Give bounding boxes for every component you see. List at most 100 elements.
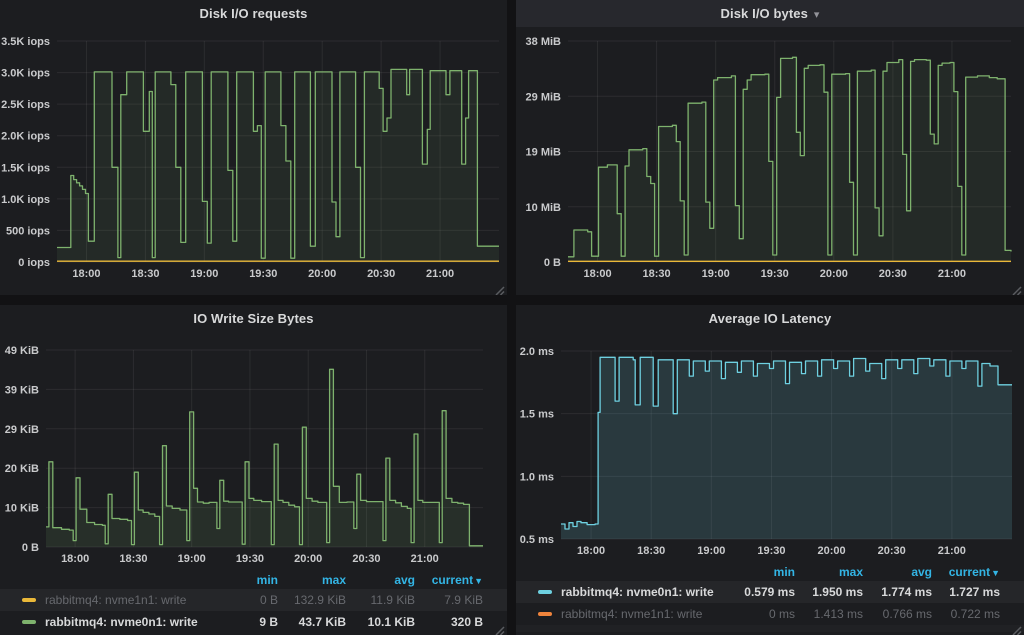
y-tick-label: 1.0 ms (520, 471, 554, 483)
legend-row[interactable]: rabbitmq4: nvme1n1: write 0 B 132.9 KiB 11.… (0, 589, 507, 611)
x-tick-label: 19:30 (236, 553, 264, 565)
time-series-chart[interactable]: 0 B 10 MiB 19 MiB 29 MiB 38 MiB 18:00 18:30 19:… (516, 0, 1024, 295)
resize-grip-line (499, 290, 505, 295)
resize-grip-icon (495, 286, 505, 295)
legend-series-name[interactable]: rabbitmq4: nvme1n1: write (561, 607, 703, 621)
y-tick-label: 0 iops (18, 257, 50, 269)
series-color-swatch[interactable] (538, 590, 552, 594)
legend-table: min max avg current▼ rabbitmq4: nvme1n1: wri… (0, 571, 507, 633)
legend-sort-min[interactable]: min (256, 573, 278, 587)
y-tick-label: 29 KiB (5, 424, 39, 436)
x-tick-label: 21:00 (426, 268, 454, 280)
x-tick-label: 19:30 (757, 545, 785, 557)
series-fill-nvme0n1-write (561, 357, 1012, 539)
panel-header[interactable]: Disk I/O requests (0, 0, 507, 27)
legend-series-name[interactable]: rabbitmq4: nvme0n1: write (45, 615, 198, 629)
y-tick-label: 0 B (22, 542, 39, 554)
series-line-nvme0n1-write (57, 68, 499, 259)
legend-series-name[interactable]: rabbitmq4: nvme1n1: write (45, 593, 187, 607)
legend-value-current: 320 B (450, 615, 483, 629)
panel-title[interactable]: Disk I/O bytes (720, 6, 808, 21)
panel-title[interactable]: Disk I/O requests (199, 6, 308, 21)
legend-series-name[interactable]: rabbitmq4: nvme0n1: write (561, 585, 714, 599)
time-series-chart[interactable]: 0 iops 500 iops 1.0K iops 1.5K iops 2.0K iop… (0, 0, 507, 295)
y-tick-label: 500 iops (6, 225, 50, 237)
chart-canvas: 0 iops 500 iops 1.0K iops 1.5K iops 2.0K iop… (1, 36, 499, 280)
panel-resize-handle[interactable] (495, 283, 505, 295)
sort-desc-icon: ▼ (991, 568, 1000, 578)
y-tick-label: 1.5 ms (520, 409, 554, 421)
y-tick-label: 2.0K iops (1, 131, 50, 143)
legend-sort-current[interactable]: current▼ (948, 565, 1000, 579)
legend-value-avg: 0.766 ms (882, 607, 932, 621)
resize-grip-line (495, 626, 505, 635)
panel-header[interactable]: Disk I/O bytes ▾ (516, 0, 1024, 27)
y-tick-label: 10 MiB (526, 202, 562, 214)
legend-row[interactable]: rabbitmq4: nvme0n1: write 0.579 ms 1.950 m… (516, 581, 1024, 603)
x-tick-label: 20:30 (367, 268, 395, 280)
panel-average-io-latency: Average IO Latency 0.5 ms 1.0 ms 1.5 ms 2.0… (516, 305, 1024, 635)
x-tick-label: 18:00 (577, 545, 605, 557)
panel-header[interactable]: Average IO Latency (516, 305, 1024, 332)
y-tick-label: 49 KiB (5, 345, 39, 357)
legend-value-avg: 10.1 KiB (367, 615, 415, 629)
x-tick-label: 19:00 (697, 545, 725, 557)
legend-sort-max[interactable]: max (321, 573, 346, 587)
chart-canvas: 0.5 ms 1.0 ms 1.5 ms 2.0 ms 18:00 18:30 19:00 1… (520, 346, 1012, 557)
series-color-swatch[interactable] (22, 598, 36, 602)
resize-grip-line (1016, 630, 1022, 635)
legend-value-max: 43.7 KiB (298, 615, 346, 629)
resize-grip-icon (1012, 626, 1022, 635)
x-tick-label: 20:00 (818, 545, 846, 557)
legend-value-current: 0.722 ms (950, 607, 1000, 621)
y-tick-label: 2.0 ms (520, 346, 554, 358)
x-tick-label: 19:00 (178, 553, 206, 565)
x-tick-label: 18:30 (637, 545, 665, 557)
legend-value-current: 1.727 ms (949, 585, 1000, 599)
x-tick-label: 18:00 (72, 268, 100, 280)
panel-header[interactable]: IO Write Size Bytes (0, 305, 507, 332)
y-tick-label: 10 KiB (5, 503, 39, 515)
x-tick-label: 20:30 (352, 553, 380, 565)
time-series-chart[interactable]: 0 B 10 KiB 20 KiB 29 KiB 39 KiB 49 KiB 18:00 18… (0, 305, 507, 635)
legend-sort-min[interactable]: min (773, 565, 795, 579)
panel-disk-io-requests: Disk I/O requests 0 iops 500 iops 1.0K iop… (0, 0, 507, 295)
sort-desc-icon: ▼ (474, 576, 483, 586)
panel-title[interactable]: Average IO Latency (708, 311, 832, 326)
y-tick-label: 1.0K iops (1, 194, 50, 206)
legend-header: min max avg current▼ (516, 563, 1024, 581)
legend-value-current: 7.9 KiB (444, 593, 483, 607)
y-tick-label: 1.5K iops (1, 162, 50, 174)
panel-resize-handle[interactable] (1012, 283, 1022, 295)
series-line-nvme0n1-write (46, 368, 483, 547)
panel-title[interactable]: IO Write Size Bytes (193, 311, 314, 326)
series-color-swatch[interactable] (538, 612, 552, 616)
legend-row-clipped[interactable] (516, 625, 1024, 632)
legend-sort-max[interactable]: max (838, 565, 863, 579)
series-color-swatch[interactable] (22, 620, 36, 624)
resize-grip-line (1016, 290, 1022, 295)
resize-grip-line (495, 286, 505, 295)
y-tick-label: 39 KiB (5, 384, 39, 396)
series-fill-nvme0n1-write (568, 57, 1011, 262)
legend-sort-avg[interactable]: avg (394, 573, 415, 587)
panel-resize-handle[interactable] (1012, 623, 1022, 635)
legend-row[interactable]: rabbitmq4: nvme1n1: write 0 ms 1.413 ms 0.7… (516, 603, 1024, 625)
resize-grip-icon (495, 626, 505, 635)
legend-sort-current[interactable]: current▼ (431, 573, 483, 587)
resize-grip-line (1012, 626, 1022, 635)
legend-row[interactable]: rabbitmq4: nvme0n1: write 9 B 43.7 KiB 10.1… (0, 611, 507, 633)
legend-sort-avg[interactable]: avg (911, 565, 932, 579)
y-tick-label: 0.5 ms (520, 534, 554, 546)
panel-resize-handle[interactable] (495, 623, 505, 635)
x-tick-label: 18:30 (131, 268, 159, 280)
series-fill-nvme0n1-write (57, 69, 499, 263)
series-line-nvme0n1-write (568, 56, 1012, 258)
x-tick-label: 18:00 (61, 553, 89, 565)
x-tick-label: 18:30 (119, 553, 147, 565)
legend-value-avg: 11.9 KiB (370, 593, 415, 607)
x-tick-label: 20:00 (820, 268, 848, 280)
y-tick-label: 2.5K iops (1, 99, 50, 111)
time-series-chart[interactable]: 0.5 ms 1.0 ms 1.5 ms 2.0 ms 18:00 18:30 19:00 1… (516, 305, 1024, 635)
legend-value-max: 132.9 KiB (293, 593, 346, 607)
